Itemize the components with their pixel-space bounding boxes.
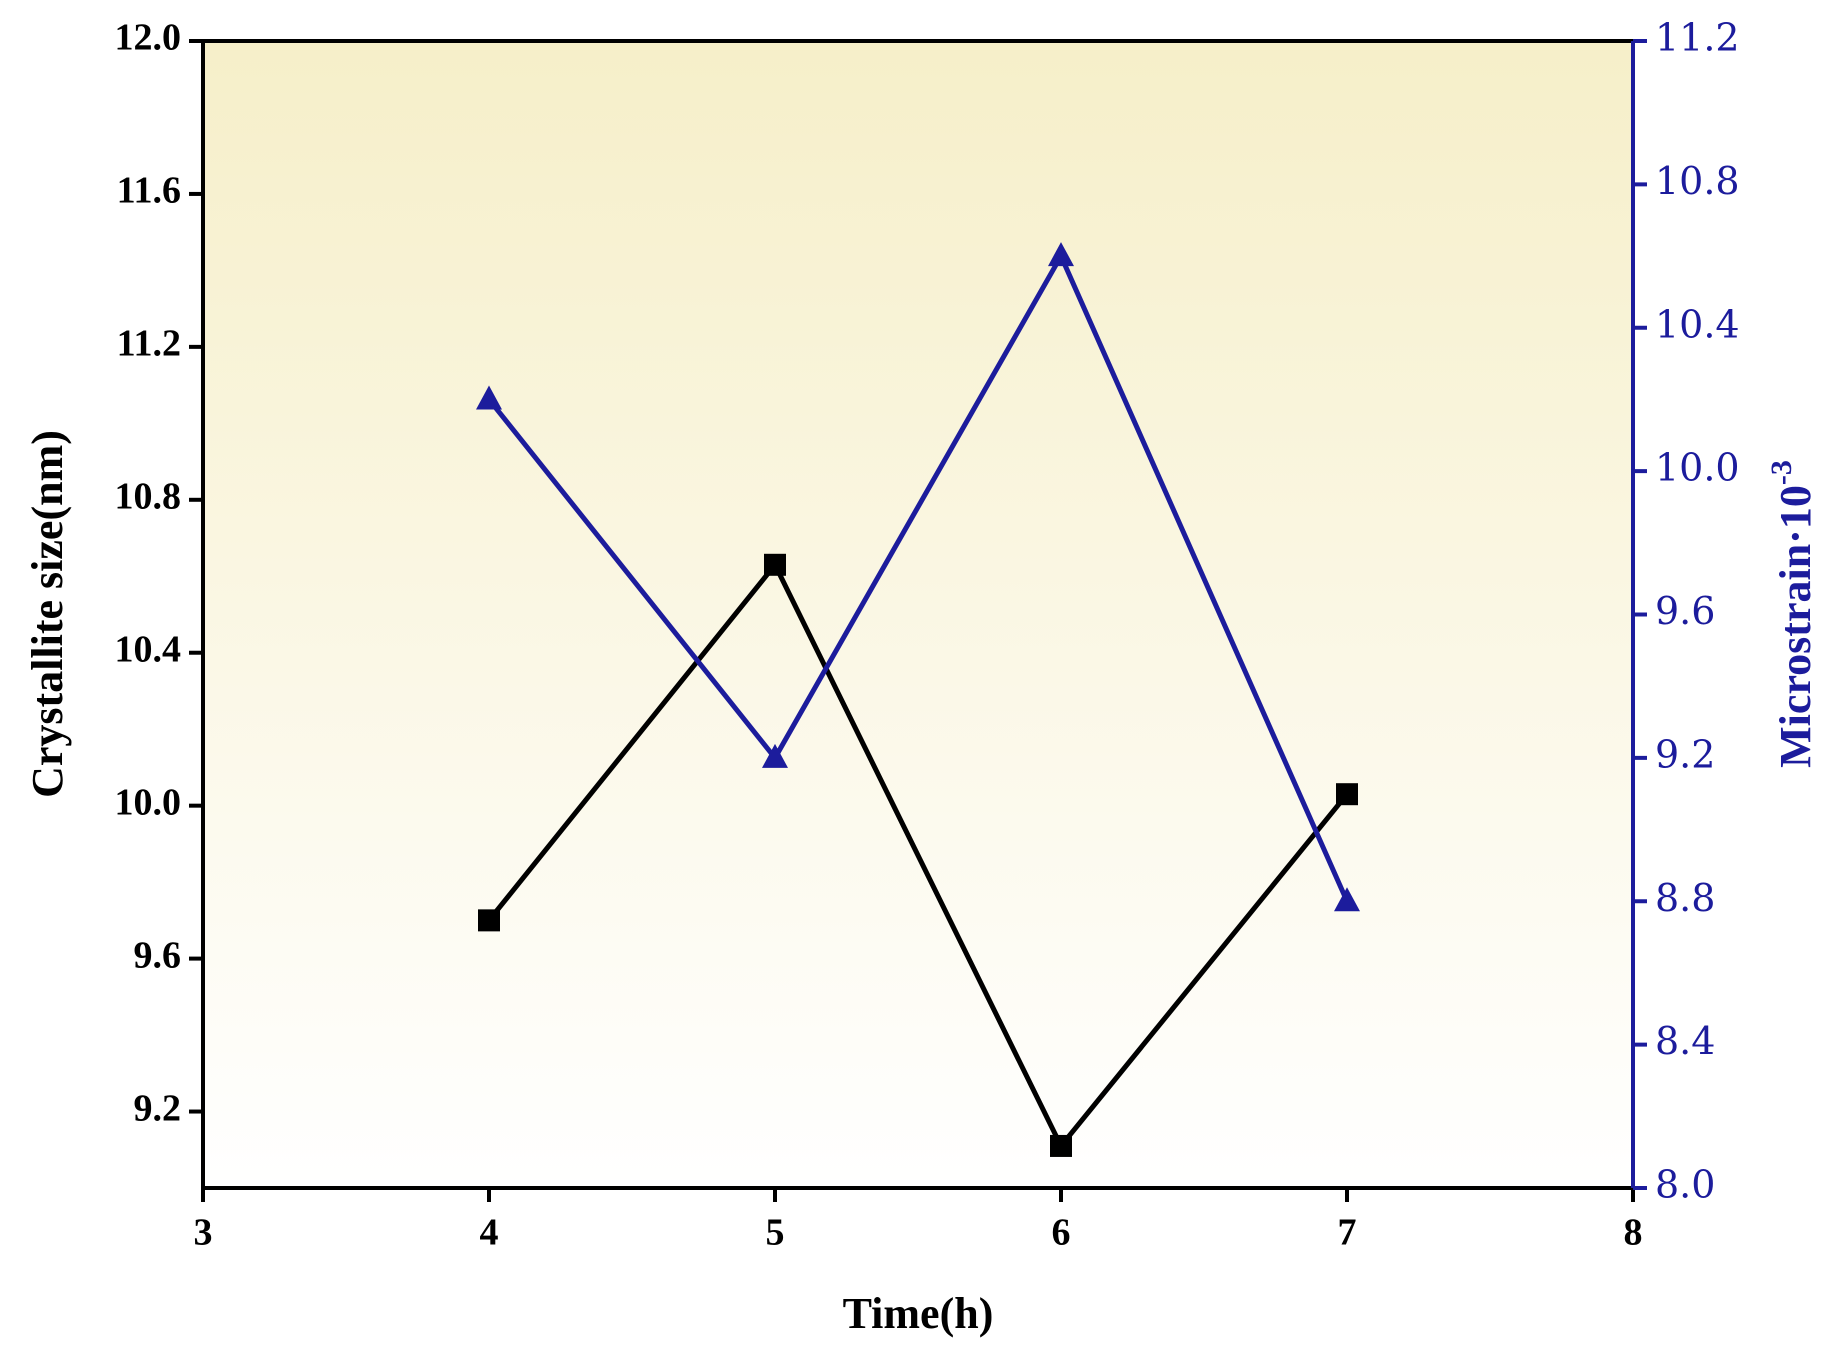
y-tick-label: 9.6: [134, 934, 182, 976]
y-tick-label: 11.2: [117, 323, 181, 365]
x-tick-label: 8: [1624, 1212, 1643, 1254]
plot-background: [203, 41, 1633, 1188]
y2-tick-label: 10.4: [1655, 302, 1740, 346]
y2-tick-label: 9.2: [1655, 732, 1715, 776]
y-tick-label: 10.4: [115, 628, 182, 670]
x-axis-title: Time(h): [843, 1289, 994, 1338]
y2-axis-title: Microstrain·10-3: [1765, 460, 1820, 768]
y2-tick-label: 8.8: [1655, 876, 1715, 920]
marker: [1050, 1134, 1072, 1157]
x-tick-label: 4: [480, 1212, 499, 1254]
y2-tick-label: 10.8: [1655, 159, 1740, 203]
y2-axis-title-text: Microstrain·10: [1771, 485, 1820, 768]
marker: [1048, 242, 1074, 267]
y2-tick-label: 8.4: [1655, 1019, 1715, 1063]
y2-tick-label: 8.0: [1655, 1163, 1715, 1207]
y-axis-title: Crystallite size(nm): [23, 430, 72, 798]
y-tick-label: 9.2: [134, 1087, 182, 1129]
y-tick-label: 12.0: [115, 17, 182, 59]
y2-tick-label: 10.0: [1655, 446, 1740, 490]
marker: [476, 385, 502, 410]
y-tick-label: 10.8: [115, 476, 182, 518]
marker: [1336, 783, 1358, 806]
y2-axis-title-exponent: -3: [1765, 460, 1798, 485]
x-tick-label: 6: [1052, 1212, 1071, 1254]
y2-tick-label: 9.6: [1655, 589, 1715, 633]
marker: [762, 743, 788, 768]
x-tick-label: 7: [1338, 1212, 1357, 1254]
marker: [478, 909, 500, 932]
series-line: [487, 250, 1350, 903]
y-tick-label: 10.0: [115, 781, 182, 823]
x-tick-label: 3: [194, 1212, 213, 1254]
x-tick-label: 5: [766, 1212, 785, 1254]
marker: [764, 553, 786, 576]
marker: [1334, 887, 1360, 912]
y2-tick-label: 11.2: [1655, 16, 1740, 60]
y-tick-label: 11.6: [117, 170, 181, 212]
series-line: [487, 560, 1349, 1151]
